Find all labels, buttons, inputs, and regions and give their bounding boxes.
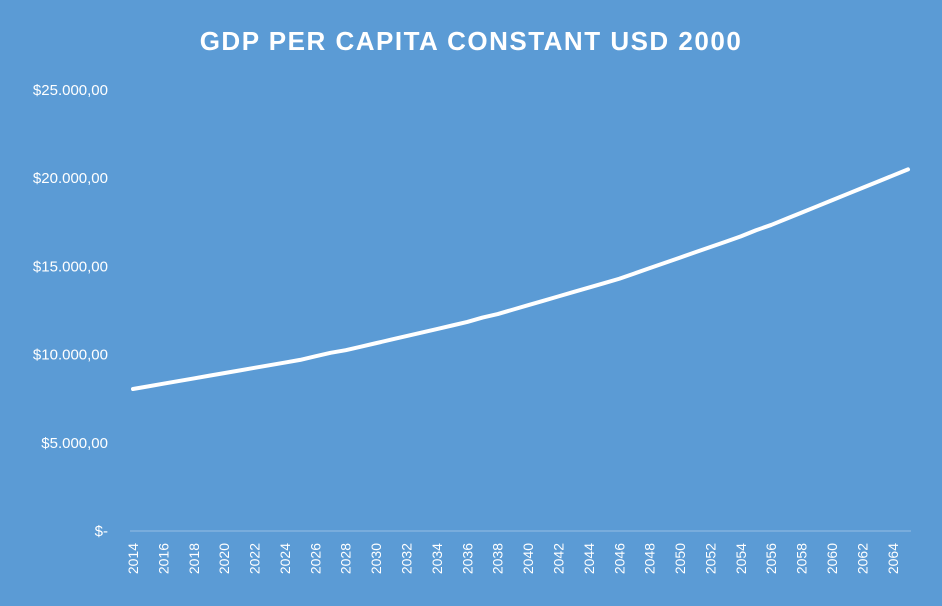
- x-tick-label: 2046: [611, 543, 627, 574]
- x-tick-label: 2058: [794, 543, 810, 574]
- x-tick-label: 2064: [885, 543, 901, 574]
- y-tick-label: $25.000,00: [33, 82, 108, 99]
- y-tick-label: $15.000,00: [33, 258, 108, 275]
- x-tick-label: 2014: [125, 543, 141, 574]
- x-tick-label: 2030: [368, 543, 384, 574]
- y-axis-ticks: $- $5.000,00 $10.000,00 $15.000,00 $20.000,0…: [33, 82, 108, 540]
- x-tick-label: 2022: [247, 543, 263, 574]
- x-tick-label: 2050: [672, 543, 688, 574]
- y-tick-label: $5.000,00: [41, 435, 108, 452]
- chart-title: GDP PER CAPITA CONSTANT USD 2000: [199, 26, 743, 56]
- x-tick-label: 2020: [216, 543, 232, 574]
- x-tick-label: 2042: [550, 543, 566, 574]
- x-tick-label: 2040: [520, 543, 536, 574]
- x-tick-label: 2054: [733, 543, 749, 574]
- x-tick-label: 2044: [581, 543, 597, 574]
- x-tick-label: 2026: [307, 543, 323, 574]
- drop-lines: [132, 169, 909, 531]
- x-tick-label: 2038: [490, 543, 506, 574]
- x-axis-ticks: 2014 2016 2018 2020 2022 2024 2026 2028 2030 2032…: [125, 543, 901, 574]
- x-tick-label: 2048: [642, 543, 658, 574]
- x-tick-label: 2028: [338, 543, 354, 574]
- y-tick-label: $20.000,00: [33, 170, 108, 187]
- x-tick-label: 2062: [854, 543, 870, 574]
- x-tick-label: 2024: [277, 543, 293, 574]
- x-tick-label: 2036: [459, 543, 475, 574]
- x-tick-label: 2018: [186, 543, 202, 574]
- x-tick-label: 2034: [429, 543, 445, 574]
- series-line-gdp: [131, 167, 910, 391]
- x-tick-label: 2016: [155, 543, 171, 574]
- x-tick-label: 2032: [399, 543, 415, 574]
- y-tick-label: $-: [95, 523, 108, 540]
- y-tick-label: $10.000,00: [33, 347, 108, 364]
- x-tick-label: 2060: [824, 543, 840, 574]
- x-tick-label: 2056: [763, 543, 779, 574]
- x-tick-label: 2052: [702, 543, 718, 574]
